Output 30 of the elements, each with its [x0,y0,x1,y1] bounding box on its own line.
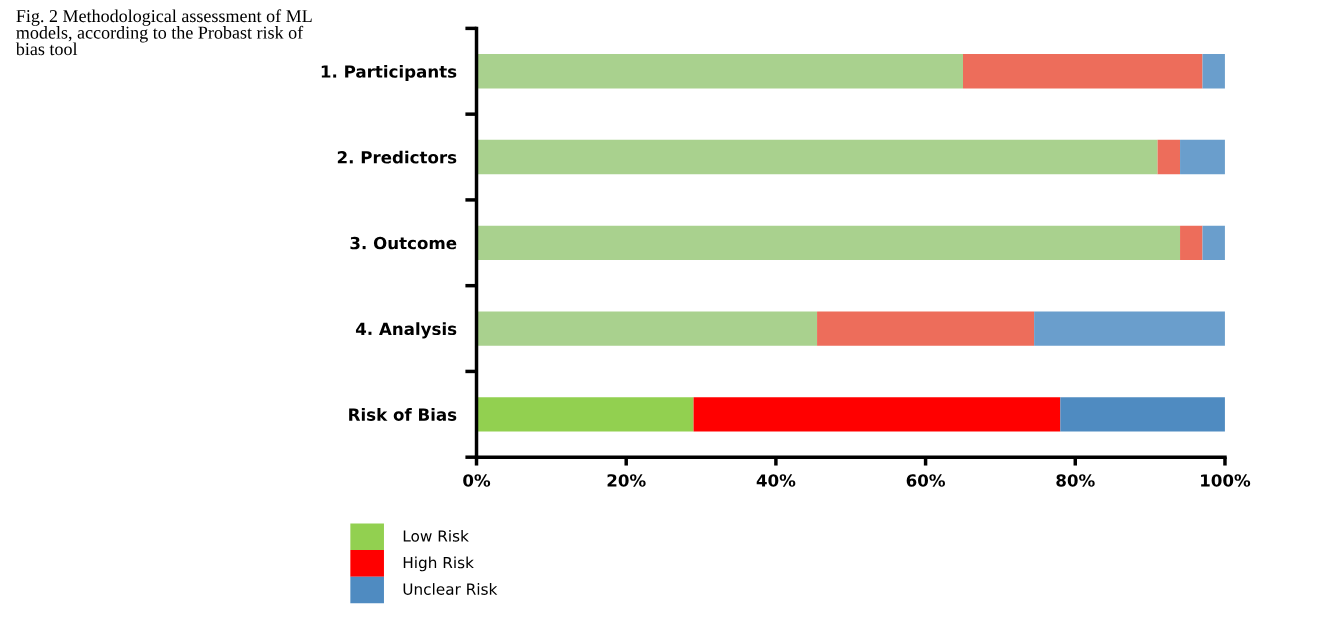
bar [817,311,1035,346]
bar [1180,139,1225,175]
x-tick-label: 60% [906,474,945,487]
y-tick-label: 1. Participants [321,64,457,82]
bar [1060,397,1225,432]
y-tick-label: Risk of Bias [349,407,457,421]
x-tick-label: 0% [463,474,491,487]
legend-label: High Risk [403,556,474,572]
bar [1180,225,1203,260]
x-tick-label: 80% [1056,474,1095,487]
legend-label: Unclear Risk [403,583,498,595]
bar [476,225,1181,260]
y-tick-label: 3. Outcome [350,236,457,250]
bar [476,139,1158,175]
bar [1202,225,1225,260]
x-tick-label: 100% [1201,474,1251,487]
bar [476,54,964,89]
bar [963,54,1203,89]
x-tick-label: 40% [756,474,796,487]
bar [476,311,818,346]
y-tick-label: 4. Analysis [355,322,457,339]
bar [1202,54,1225,89]
bar [1157,139,1181,175]
bar [693,397,1061,432]
bar [1034,311,1225,346]
x-tick-label: 20% [607,474,646,487]
bar [476,397,694,432]
text: Fig. 2 Methodological assessment of ML models, according to the Probast risk of bias tool [15,9,312,56]
y-tick-label: 2. Predictors [337,150,457,164]
legend-label: Low Risk [403,529,469,542]
